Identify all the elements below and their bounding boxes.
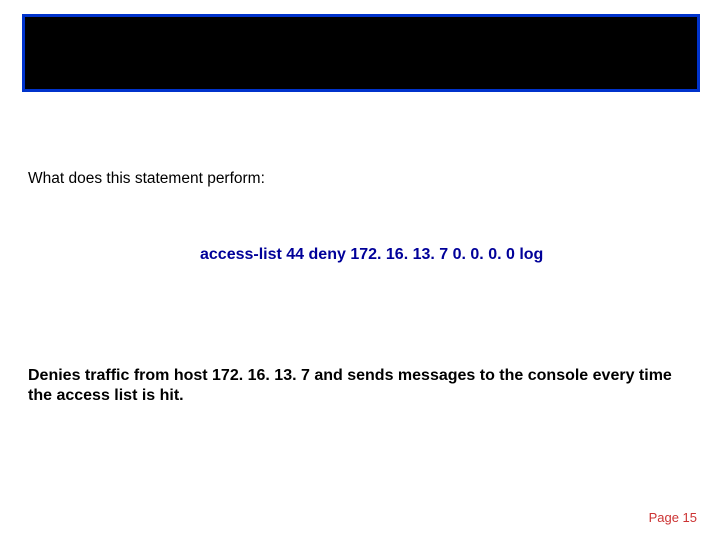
page-number: Page 15 <box>649 510 697 525</box>
title-banner <box>22 14 700 92</box>
question-text: What does this statement perform: <box>28 170 265 188</box>
answer-text: Denies traffic from host 172. 16. 13. 7 … <box>28 366 690 406</box>
acl-command-statement: access-list 44 deny 172. 16. 13. 7 0. 0.… <box>200 246 543 264</box>
